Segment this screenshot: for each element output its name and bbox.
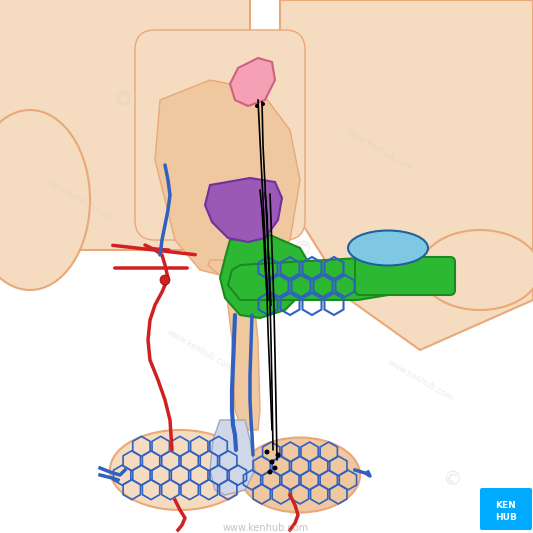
Text: www.kenhub.com: www.kenhub.com bbox=[45, 177, 115, 222]
Circle shape bbox=[276, 453, 280, 457]
FancyBboxPatch shape bbox=[355, 257, 455, 295]
FancyBboxPatch shape bbox=[0, 0, 250, 250]
Text: ©: © bbox=[107, 87, 133, 113]
Polygon shape bbox=[220, 235, 310, 318]
Polygon shape bbox=[210, 420, 255, 495]
FancyBboxPatch shape bbox=[135, 30, 305, 240]
Circle shape bbox=[255, 104, 259, 108]
Text: www.kenhub.com: www.kenhub.com bbox=[345, 127, 415, 173]
Ellipse shape bbox=[348, 230, 428, 265]
Text: HUB: HUB bbox=[495, 513, 517, 522]
Circle shape bbox=[268, 470, 272, 474]
Circle shape bbox=[270, 459, 274, 464]
Ellipse shape bbox=[420, 230, 533, 310]
Text: www.kenhub.com: www.kenhub.com bbox=[166, 327, 235, 373]
Text: KEN: KEN bbox=[496, 500, 516, 510]
Ellipse shape bbox=[240, 438, 360, 513]
Circle shape bbox=[261, 102, 265, 106]
Ellipse shape bbox=[0, 110, 90, 290]
Text: www.kenhub.com: www.kenhub.com bbox=[223, 523, 309, 533]
Polygon shape bbox=[280, 0, 533, 350]
Circle shape bbox=[272, 465, 278, 471]
Polygon shape bbox=[205, 178, 282, 242]
Circle shape bbox=[160, 275, 170, 285]
Polygon shape bbox=[155, 80, 300, 280]
Polygon shape bbox=[208, 260, 260, 430]
Text: ©: © bbox=[287, 237, 313, 263]
Text: www.kenhub.com: www.kenhub.com bbox=[385, 358, 455, 402]
Circle shape bbox=[264, 449, 270, 455]
Ellipse shape bbox=[110, 430, 250, 510]
Polygon shape bbox=[228, 258, 395, 300]
Polygon shape bbox=[230, 58, 275, 106]
Text: ©: © bbox=[437, 467, 463, 493]
FancyBboxPatch shape bbox=[480, 488, 532, 530]
